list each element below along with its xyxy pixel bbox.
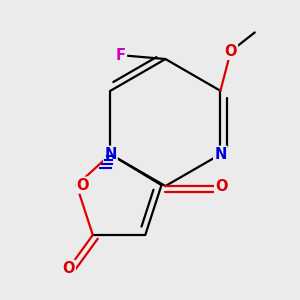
- Text: O: O: [224, 44, 237, 59]
- Text: F: F: [116, 48, 126, 63]
- Text: O: O: [62, 261, 75, 276]
- Text: N: N: [214, 147, 226, 162]
- Text: O: O: [76, 178, 89, 193]
- Text: N: N: [104, 147, 117, 162]
- Text: O: O: [215, 178, 228, 194]
